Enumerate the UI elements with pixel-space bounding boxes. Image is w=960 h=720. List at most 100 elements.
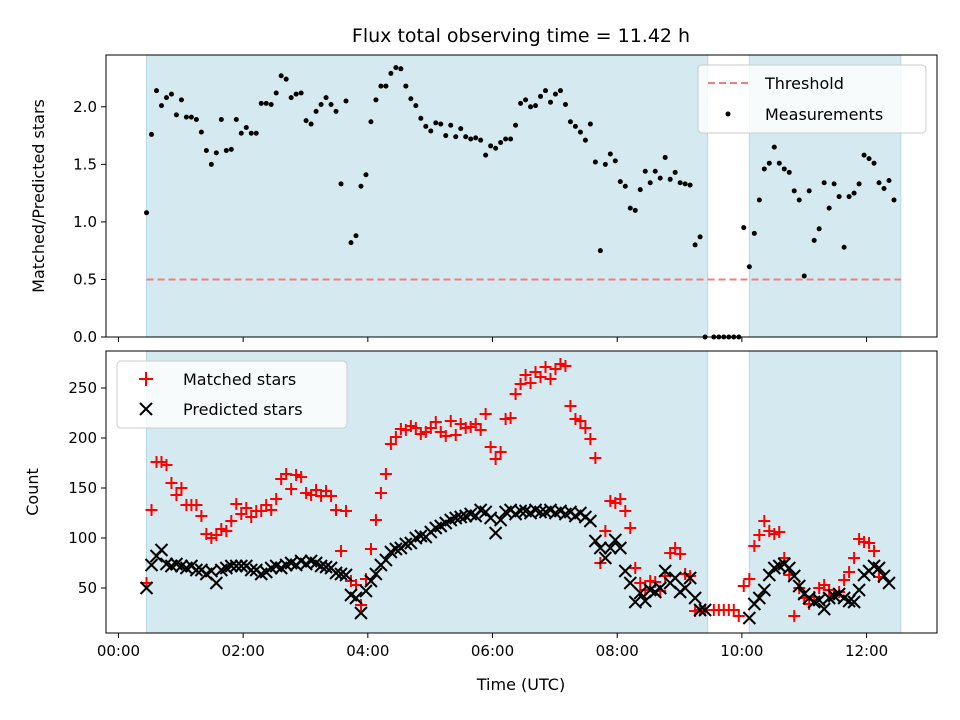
predicted-star-point (354, 606, 368, 620)
measurement-point (567, 119, 573, 125)
matched-star-point (474, 424, 487, 436)
x-tick-label: 02:00 (222, 642, 265, 660)
measurement-point (218, 116, 224, 122)
measurement-point (617, 179, 623, 185)
matched-star-point (220, 525, 233, 537)
count-y-tick-label: 200 (68, 429, 97, 447)
predicted-star-point (842, 594, 856, 608)
measurement-point (637, 187, 643, 193)
matched-star-point (788, 610, 801, 622)
measurement-point (298, 90, 304, 96)
predicted-star-point (209, 576, 224, 590)
measurement-point (538, 93, 544, 99)
matched-star-point (265, 504, 278, 516)
measurement-point (328, 101, 334, 107)
ratio-panel: 0.00.51.01.52.0 Matched/Predicted stars … (29, 54, 938, 346)
matched-star-point (240, 502, 253, 514)
x-tick-label: 06:00 (471, 642, 514, 660)
measurement-point (248, 130, 254, 136)
observing-window-band (146, 55, 708, 337)
measurement-point (786, 169, 792, 175)
measurement-point (338, 181, 344, 187)
predicted-star-point (588, 534, 603, 548)
measurement-point (647, 180, 653, 186)
measurement-point (448, 122, 454, 128)
matched-star-point (175, 482, 188, 494)
measurement-point (233, 116, 239, 122)
matched-star-point (737, 580, 750, 592)
ratio-y-tick-label: 0.5 (73, 270, 97, 288)
measurement-point (528, 104, 534, 110)
measurement-point (806, 188, 812, 194)
measurement-point (353, 233, 359, 239)
legend-matched-label: Matched stars (183, 370, 296, 389)
matched-star-point (773, 526, 786, 538)
measurement-point (258, 100, 264, 106)
ratio-y-tick-label: 0.0 (73, 328, 97, 346)
measurement-point (766, 160, 772, 166)
measurement-point (886, 177, 892, 183)
measurement-point (672, 169, 678, 175)
measurement-point (533, 103, 539, 109)
measurement-point (388, 70, 394, 76)
predicted-star-point (782, 561, 796, 575)
measurement-point (293, 91, 299, 97)
matched-star-point (732, 610, 745, 622)
measurement-point (398, 66, 404, 72)
matched-star-point (484, 441, 497, 453)
count-plot-area (139, 358, 896, 625)
matched-star-point (225, 515, 238, 527)
matched-star-point (489, 453, 502, 465)
matched-star-point (354, 599, 367, 611)
measurement-point (263, 100, 269, 106)
predicted-star-point (369, 567, 383, 581)
ratio-axis-ticks: 0.0 0.5 1.0 1.5 2.0 (73, 98, 868, 346)
predicted-star-point (852, 583, 866, 597)
measurement-point (168, 91, 174, 97)
measurement-point (632, 207, 638, 213)
measurement-point (652, 168, 658, 174)
measurement-point (163, 95, 169, 101)
ratio-panel-frame (105, 54, 938, 338)
measurement-point (861, 152, 867, 158)
predicted-star-point (364, 574, 378, 588)
matched-star-point (539, 361, 552, 373)
measurement-point (503, 136, 509, 142)
measurement-point (751, 230, 757, 236)
matched-star-point (748, 540, 761, 552)
measurement-point (891, 197, 897, 203)
count-y-axis-label: Count (23, 468, 42, 516)
predicted-star-point (698, 603, 712, 617)
measurement-point (523, 97, 529, 103)
measurement-point (348, 240, 354, 246)
predicted-star-point (349, 591, 363, 605)
measurement-point (358, 183, 364, 189)
matched-star-point (534, 371, 547, 383)
measurement-point (423, 123, 429, 129)
measurement-point (468, 136, 474, 142)
measurement-point (841, 244, 847, 250)
measurement-point (756, 197, 762, 203)
measurement-point (677, 180, 683, 186)
measurement-point (438, 121, 444, 127)
count-y-tick-label: 250 (68, 379, 97, 397)
predicted-star-point (882, 576, 896, 590)
matched-star-point (574, 415, 587, 427)
predicted-star-point (593, 541, 608, 555)
measurement-point (383, 83, 389, 89)
measurement-point (303, 118, 309, 124)
legend-predicted-label: Predicted stars (183, 400, 303, 419)
matched-star-point (584, 433, 597, 445)
matched-star-point (868, 545, 881, 557)
measurement-point (836, 194, 842, 200)
predicted-star-point (414, 529, 428, 543)
measurement-point (408, 96, 414, 102)
matched-star-point (195, 510, 208, 522)
measurement-point (851, 190, 857, 196)
measurement-point (597, 248, 603, 254)
measurement-point (498, 139, 504, 145)
matched-star-point (145, 504, 158, 516)
count-legend: Matched stars Predicted stars (116, 360, 348, 429)
measurement-point (213, 150, 219, 156)
